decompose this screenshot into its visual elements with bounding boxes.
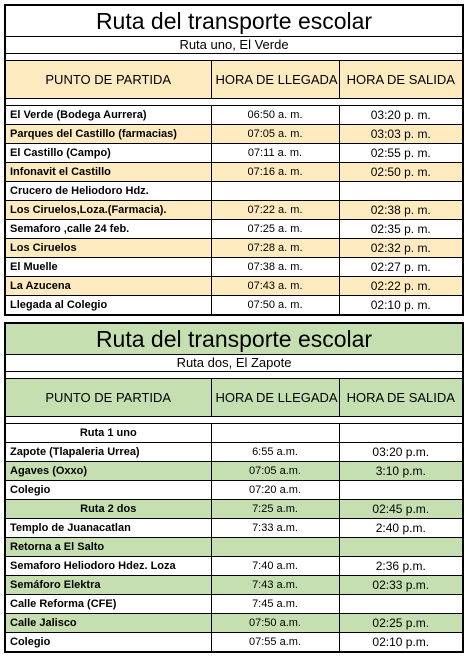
table-row: Los Ciruelos,Loza.(Farmacia). 07:22 a. m.… (4, 200, 464, 220)
table-row: Calle Reforma (CFE) 7:45 a.m. (4, 594, 464, 614)
header-punto-de-partida: PUNTO DE PARTIDA (4, 60, 212, 99)
header-hora-de-llegada: HORA DE LLEGADA (210, 60, 340, 99)
table-row: Agaves (Oxxo) 07:05 a.m. 3:10 p.m. (4, 461, 464, 481)
table-row: Colegio 07:55 a.m. 02:10 p.m. (4, 632, 464, 653)
table-title: Ruta del transporte escolar (4, 4, 464, 37)
table-row: Templo de Juanacatlan 7:33 a.m. 2:40 p.m. (4, 518, 464, 538)
table-row: Crucero de Heliodoro Hdz. (4, 181, 464, 201)
table-title: Ruta del transporte escolar (4, 322, 464, 355)
table-row: Llegada al Colegio 07:50 a. m. 02:10 p. m. (4, 295, 464, 316)
table-row: La Azucena 07:43 a. m. 02:22 p. m. (4, 276, 464, 296)
table-row: Retorna a El Salto (4, 537, 464, 557)
table-row: Semáforo Elektra 7:43 a.m. 02:33 p.m. (4, 575, 464, 595)
table-row: Parques del Castillo (farmacias) 07:05 a.… (4, 124, 464, 144)
table-row: Colegio 07:20 a.m. (4, 480, 464, 500)
route-subtitle: Ruta dos, El Zapote (4, 354, 464, 372)
table-row: El Muelle 07:38 a. m. 02:27 p. m. (4, 257, 464, 277)
route-subtitle: Ruta uno, El Verde (4, 36, 464, 54)
route-two-table: Ruta del transporte escolar Ruta dos, El… (4, 322, 465, 653)
table-row: Calle Jalisco 07:50 a.m. 02:25 p.m. (4, 613, 464, 633)
header-hora-de-llegada: HORA DE LLEGADA (210, 378, 340, 417)
table-row: El Castillo (Campo) 07:11 a. m. 02:55 p. m… (4, 143, 464, 163)
table-row: Infonavit el Castillo 07:16 a. m. 02:50 p.… (4, 162, 464, 182)
table-row: Zapote (Tlapaleria Urrea) 6:55 a.m. 03:20 … (4, 442, 464, 462)
header-hora-de-salida: HORA DE SALIDA (338, 60, 464, 99)
table-row: Semaforo Heliodoro Hdez. Loza 7:40 a.m. 2:… (4, 556, 464, 576)
table-row: Los Ciruelos 07:28 a. m. 02:32 p. m. (4, 238, 464, 258)
table-row: Ruta 1 uno (4, 423, 464, 443)
header-hora-de-salida: HORA DE SALIDA (338, 378, 464, 417)
table-row: Semaforo ,calle 24 feb. 07:25 a. m. 02:35 … (4, 219, 464, 239)
route-one-table: Ruta del transporte escolar Ruta uno, El… (4, 4, 465, 316)
table-row: El Verde (Bodega Aurrera) 06:50 a. m. 03:2… (4, 105, 464, 125)
header-punto-de-partida: PUNTO DE PARTIDA (4, 378, 212, 417)
table-row: Ruta 2 dos 7:25 a.m. 02:45 p.m. (4, 499, 464, 519)
